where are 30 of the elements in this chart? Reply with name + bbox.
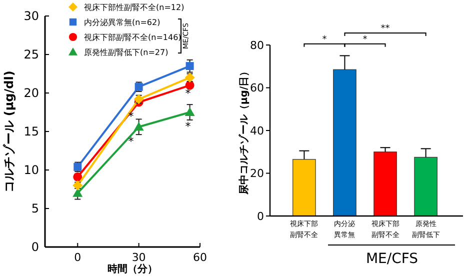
y-tick-label: 20 <box>24 86 39 100</box>
text: * <box>362 34 368 45</box>
annotation: * <box>185 87 192 100</box>
y-tick-label: 10 <box>24 163 39 178</box>
y-axis-title: 尿中コルチゾール（μg/日） <box>238 66 250 196</box>
text: ME/CFS <box>366 251 418 267</box>
x-axis-title: 時間（分） <box>108 263 158 275</box>
y-tick-label: 0 <box>257 210 264 223</box>
x-tick-label: 60 <box>193 251 207 264</box>
y-tick-label: 80 <box>250 38 264 52</box>
y-tick-label: 0 <box>31 240 39 254</box>
text: * <box>322 34 328 45</box>
y-tick-label: 25 <box>24 48 39 62</box>
legend-label: 原発性副腎低下(n=27) <box>84 48 168 57</box>
legend-label: 視床下部副腎不全(n=146) <box>84 32 182 42</box>
x-tick-label: 30 <box>132 251 146 264</box>
x-tick-label: 0 <box>74 251 82 264</box>
y-tick-label: 5 <box>31 202 39 216</box>
legend-label: 内分泌異常無(n=62) <box>84 18 160 27</box>
y-tick-label: 20 <box>250 167 264 180</box>
annotation: * <box>128 135 134 148</box>
y-tick-label: 15 <box>24 124 39 139</box>
legend-label: 視床下部性副腎不全(n=12) <box>84 2 184 12</box>
y-axis-title: コルチゾール (μg/dl) <box>2 70 16 192</box>
annotation: * <box>185 120 192 133</box>
annotation: * <box>128 110 134 123</box>
text: ** <box>380 24 390 34</box>
y-tick-label: 40 <box>250 124 264 138</box>
y-tick-label: 60 <box>250 82 264 95</box>
y-tick-label: 30 <box>24 9 39 24</box>
